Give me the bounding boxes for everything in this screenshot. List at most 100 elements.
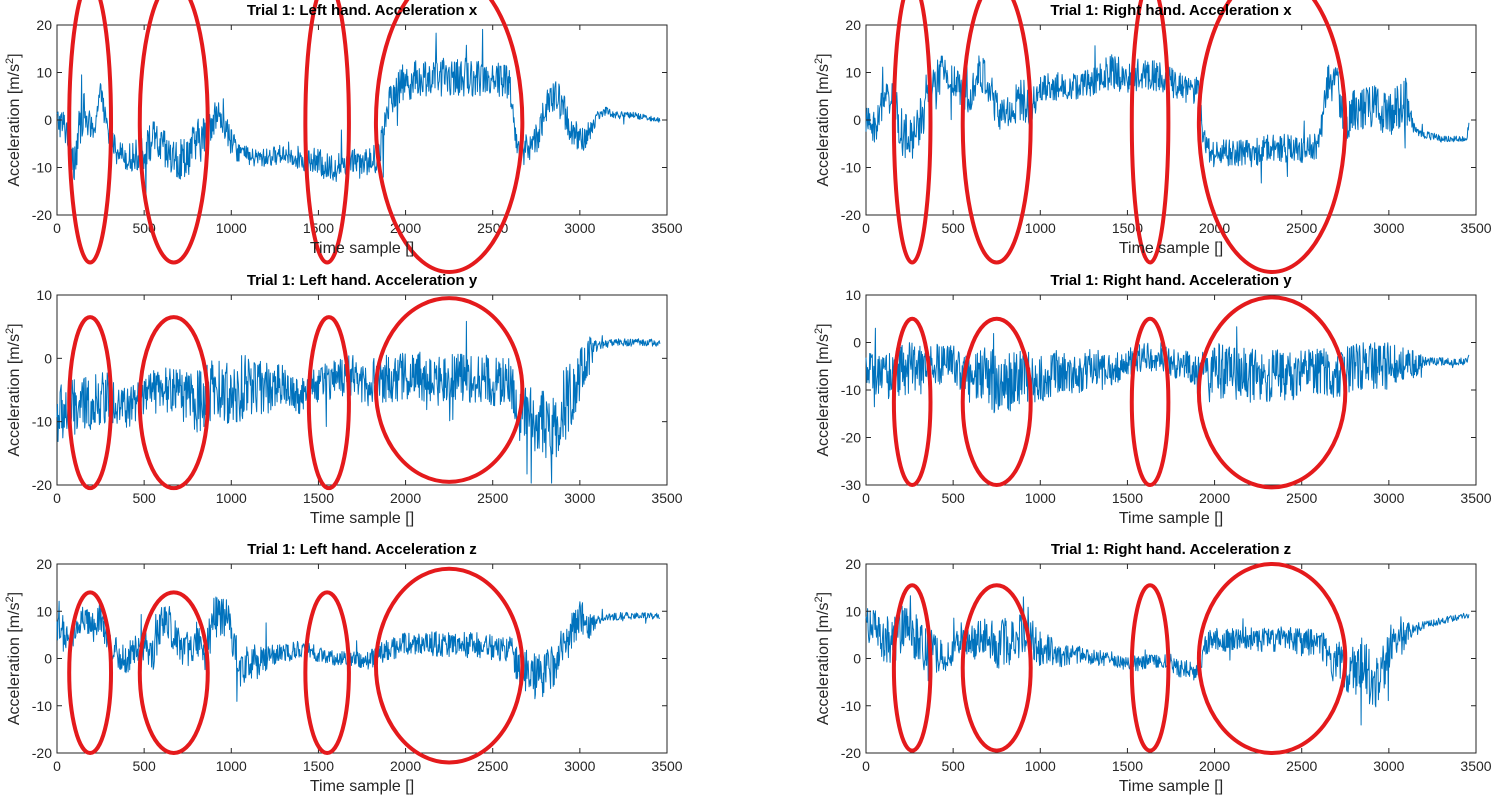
y-tick-label: -20 (32, 207, 52, 223)
y-axis-label-close: ] (6, 323, 23, 327)
x-axis-label: Time sample [] (310, 778, 414, 795)
signal-line-left-y (56, 320, 661, 484)
highlight-ellipse-1 (67, 315, 114, 491)
highlight-ellipse-2 (137, 590, 210, 755)
highlight-ellipse-2 (137, 0, 210, 265)
y-tick-label: 0 (853, 112, 861, 128)
x-axis-label: Time sample [] (1119, 240, 1223, 257)
x-tick-label: 500 (132, 758, 156, 774)
axes-box-left-x (56, 24, 668, 216)
y-axis-label: Acceleration [m/s2] (4, 53, 23, 186)
chart-title-right-y: Trial 1: Right hand. Acceleration y (1050, 272, 1292, 289)
x-tick-label: 3500 (651, 490, 682, 506)
x-tick-label: 0 (53, 490, 61, 506)
x-tick-label: 2500 (1286, 490, 1317, 506)
highlight-ellipse-1 (891, 583, 933, 753)
y-axis-label: Acceleration [m/s2] (813, 53, 832, 186)
x-axis-label: Time sample [] (310, 240, 414, 257)
y-tick-label: -10 (32, 160, 52, 176)
x-tick-label: 1000 (216, 220, 247, 236)
signal-line-left-z (56, 596, 661, 702)
x-tick-label: 2500 (477, 490, 508, 506)
y-tick-label: 0 (853, 651, 861, 667)
y-tick-label: 20 (36, 556, 52, 572)
x-tick-label: 3500 (651, 220, 682, 236)
y-tick-label: 20 (845, 17, 861, 33)
y-axis-label-close: ] (6, 592, 23, 596)
y-tick-label: 10 (845, 287, 861, 303)
y-tick-label: -10 (841, 382, 861, 398)
x-tick-label: 3000 (1373, 490, 1404, 506)
axes-box-right-x (865, 24, 1477, 216)
x-tick-label: 2000 (1199, 490, 1230, 506)
x-tick-label: 2000 (390, 490, 421, 506)
y-axis-label-close: ] (815, 592, 832, 596)
y-tick-label: -10 (841, 698, 861, 714)
y-tick-label: 10 (36, 287, 52, 303)
x-tick-label: 500 (941, 758, 965, 774)
y-tick-label: -20 (32, 477, 52, 493)
x-tick-label: 3000 (564, 220, 595, 236)
x-tick-label: 1500 (1112, 490, 1143, 506)
x-tick-label: 3000 (1373, 220, 1404, 236)
y-tick-label: 20 (36, 17, 52, 33)
highlight-ellipse-2 (137, 315, 210, 491)
y-axis-label-close: ] (815, 53, 832, 57)
y-axis-label-text: Acceleration [m/s (6, 64, 23, 187)
x-tick-label: 2000 (1199, 758, 1230, 774)
y-axis-label-superscript: 2 (813, 328, 825, 334)
y-axis-label-text: Acceleration [m/s (6, 334, 23, 457)
x-tick-label: 0 (53, 758, 61, 774)
y-tick-label: -20 (841, 745, 861, 761)
highlight-ellipse-3 (1129, 316, 1171, 487)
x-tick-label: 2500 (1286, 220, 1317, 236)
y-axis-label-superscript: 2 (4, 58, 16, 64)
chart-title-right-z: Trial 1: Right hand. Acceleration z (1051, 541, 1291, 558)
axes-box-right-y (865, 294, 1477, 486)
x-tick-label: 500 (941, 220, 965, 236)
x-tick-label: 0 (862, 758, 870, 774)
highlight-ellipse-4 (1196, 562, 1348, 755)
chart-title-left-z: Trial 1: Left hand. Acceleration z (247, 541, 477, 558)
highlight-ellipse-1 (891, 0, 933, 265)
x-tick-label: 3500 (651, 758, 682, 774)
panel-left-z: 0 500 1000 1500 2000 2500 3000 3500 -20 -10 0 10 20 T… (4, 541, 683, 795)
x-tick-label: 1000 (1025, 490, 1056, 506)
chart-title-right-x: Trial 1: Right hand. Acceleration x (1050, 2, 1292, 19)
x-tick-label: 3000 (564, 758, 595, 774)
y-tick-label: -10 (32, 414, 52, 430)
x-tick-label: 1500 (1112, 758, 1143, 774)
axes-box-left-z (56, 563, 668, 754)
x-tick-label: 500 (132, 490, 156, 506)
highlight-ellipse-3 (303, 590, 351, 755)
x-axis-label: Time sample [] (310, 510, 414, 527)
y-tick-label: 0 (853, 335, 861, 351)
y-tick-label: 10 (36, 65, 52, 81)
y-tick-label: 10 (845, 603, 861, 619)
highlight-ellipse-3 (303, 0, 351, 265)
x-tick-label: 0 (862, 490, 870, 506)
highlight-ellipse-4 (373, 296, 525, 484)
y-axis-label: Acceleration [m/s2] (813, 323, 832, 456)
highlight-ellipse-3 (306, 315, 351, 491)
panel-right-x: 0 500 1000 1500 2000 2500 3000 3500 -20 -10 0 10 20 T… (813, 0, 1492, 274)
x-tick-label: 3500 (1460, 490, 1491, 506)
y-tick-label: -20 (32, 745, 52, 761)
y-axis-label-text: Acceleration [m/s (815, 64, 832, 187)
y-axis-label-close: ] (6, 53, 23, 57)
highlight-ellipse-3 (1129, 583, 1171, 753)
y-axis-label-superscript: 2 (813, 596, 825, 602)
y-tick-label: 20 (845, 556, 861, 572)
chart-title-left-y: Trial 1: Left hand. Acceleration y (247, 272, 478, 289)
panel-left-y: 0 500 1000 1500 2000 2500 3000 3500 -20 -10 0 10 Tri… (4, 272, 683, 527)
y-tick-label: -30 (841, 477, 861, 493)
x-axis-label: Time sample [] (1119, 778, 1223, 795)
x-tick-label: 3000 (564, 490, 595, 506)
x-tick-label: 1000 (1025, 220, 1056, 236)
highlight-ellipse-4 (373, 566, 525, 765)
y-axis-label: Acceleration [m/s2] (4, 323, 23, 456)
x-tick-label: 1000 (216, 758, 247, 774)
y-axis-label-text: Acceleration [m/s (815, 334, 832, 457)
panel-left-x: 0 500 1000 1500 2000 2500 3000 3500-20-1001020T… (4, 0, 683, 274)
